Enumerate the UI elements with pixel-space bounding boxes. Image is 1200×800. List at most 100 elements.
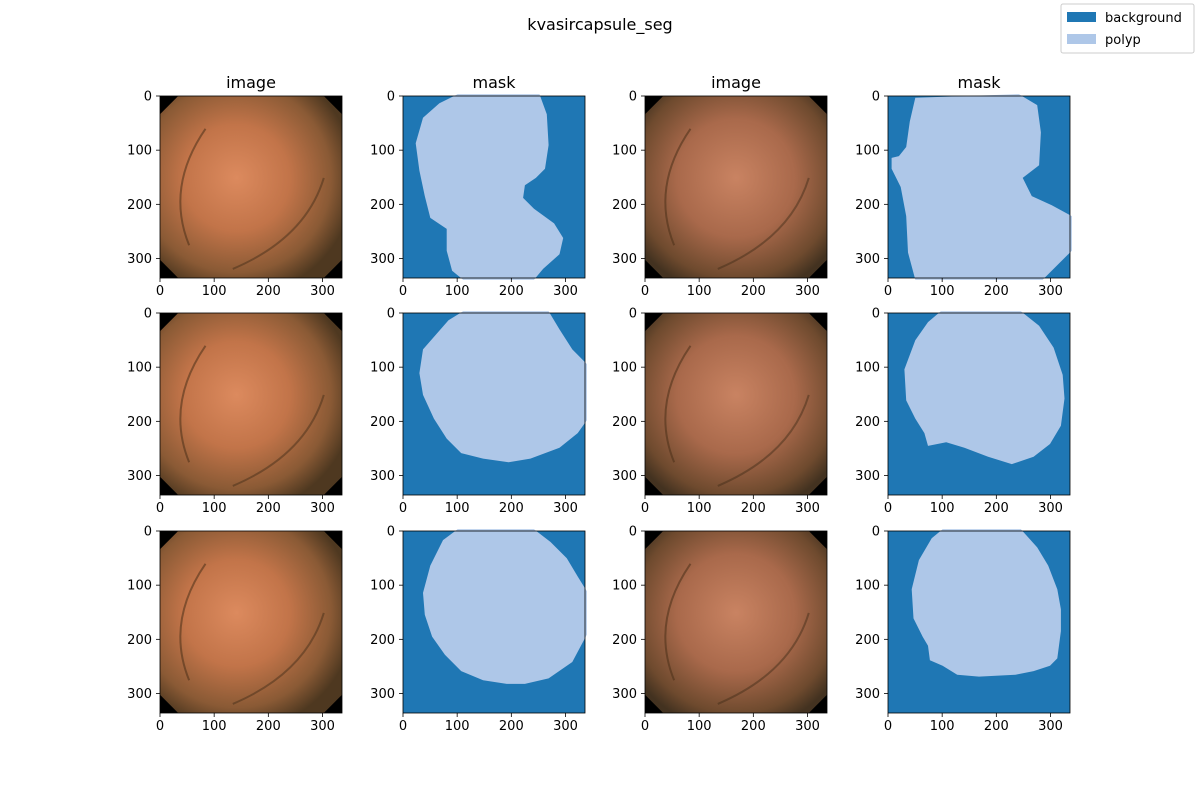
x-tick-label: 100 bbox=[445, 719, 470, 734]
x-tick-label: 300 bbox=[553, 284, 578, 299]
y-tick-label: 300 bbox=[370, 687, 395, 702]
mask-panel: 0 0 100 100 200 200 300 300 bbox=[370, 525, 587, 734]
x-tick-label: 0 bbox=[156, 719, 164, 734]
x-tick-label: 200 bbox=[984, 284, 1009, 299]
y-tick-label: 200 bbox=[855, 198, 880, 213]
axes-frame bbox=[159, 95, 343, 279]
y-tick-label: 0 bbox=[387, 90, 395, 105]
mask-panel: 0 0 100 100 200 200 300 300 bbox=[855, 90, 1072, 299]
x-tick-label: 300 bbox=[310, 501, 335, 516]
y-tick-label: 200 bbox=[370, 415, 395, 430]
tissue-fold bbox=[232, 612, 325, 705]
x-tick-label: 100 bbox=[687, 719, 712, 734]
y-tick-label: 200 bbox=[370, 198, 395, 213]
x-tick-label: 200 bbox=[256, 284, 281, 299]
x-tick-label: 200 bbox=[741, 284, 766, 299]
mask-panel: 0 0 100 100 200 200 300 300 bbox=[855, 525, 1071, 734]
y-tick-label: 300 bbox=[612, 252, 637, 267]
axes-frame bbox=[159, 530, 343, 714]
tissue-fold bbox=[717, 394, 810, 487]
image-panel: 0 0 100 100 200 200 300 300 bbox=[127, 525, 343, 734]
x-tick-label: 0 bbox=[156, 501, 164, 516]
mask-polyp-region bbox=[415, 94, 564, 280]
tissue-fold bbox=[179, 345, 207, 463]
y-tick-label: 0 bbox=[629, 90, 637, 105]
image-panel: 0 0 100 100 200 200 300 300 bbox=[612, 307, 828, 516]
x-tick-label: 100 bbox=[445, 284, 470, 299]
endoscopy-tissue bbox=[645, 313, 827, 495]
x-tick-label: 0 bbox=[399, 501, 407, 516]
mask-polyp-region bbox=[911, 529, 1061, 677]
endoscopy-tissue bbox=[645, 531, 827, 713]
mask-polyp-region bbox=[904, 311, 1065, 465]
y-tick-label: 300 bbox=[127, 252, 152, 267]
x-tick-label: 300 bbox=[1038, 501, 1063, 516]
x-tick-label: 100 bbox=[445, 501, 470, 516]
axes-frame bbox=[887, 312, 1071, 496]
y-tick-label: 300 bbox=[855, 252, 880, 267]
mask-panel: 0 0 100 100 200 200 300 300 bbox=[370, 90, 586, 299]
y-tick-label: 100 bbox=[127, 144, 152, 159]
tissue-fold bbox=[717, 612, 810, 705]
legend-swatch-background bbox=[1067, 12, 1096, 22]
x-tick-label: 200 bbox=[741, 719, 766, 734]
column-title-4: mask bbox=[958, 73, 1002, 92]
axes-frame bbox=[644, 95, 828, 279]
y-tick-label: 300 bbox=[612, 687, 637, 702]
y-tick-label: 0 bbox=[629, 307, 637, 322]
x-tick-label: 0 bbox=[884, 719, 892, 734]
y-tick-label: 100 bbox=[370, 144, 395, 159]
y-tick-label: 300 bbox=[127, 469, 152, 484]
mask-polyp-region bbox=[419, 311, 587, 463]
y-tick-label: 0 bbox=[872, 525, 880, 540]
axes-frame bbox=[887, 530, 1071, 714]
mask-polyp-region bbox=[423, 529, 587, 684]
image-panel: 0 0 100 100 200 200 300 300 bbox=[612, 90, 828, 299]
x-tick-label: 100 bbox=[687, 284, 712, 299]
y-tick-label: 0 bbox=[144, 307, 152, 322]
mask-panel: 0 0 100 100 200 200 300 300 bbox=[370, 307, 587, 516]
x-tick-label: 200 bbox=[741, 501, 766, 516]
tissue-fold bbox=[179, 128, 207, 246]
y-tick-label: 100 bbox=[855, 361, 880, 376]
endoscopy-tissue bbox=[160, 313, 342, 495]
x-tick-label: 100 bbox=[930, 501, 955, 516]
y-tick-label: 100 bbox=[612, 144, 637, 159]
y-tick-label: 300 bbox=[370, 252, 395, 267]
y-tick-label: 100 bbox=[370, 579, 395, 594]
tissue-fold bbox=[664, 563, 692, 681]
y-tick-label: 200 bbox=[370, 633, 395, 648]
y-tick-label: 0 bbox=[144, 90, 152, 105]
legend-label-polyp: polyp bbox=[1105, 33, 1141, 48]
x-tick-label: 0 bbox=[641, 719, 649, 734]
y-tick-label: 200 bbox=[127, 633, 152, 648]
endoscopy-tissue bbox=[645, 96, 827, 278]
y-tick-label: 300 bbox=[855, 687, 880, 702]
x-tick-label: 100 bbox=[202, 284, 227, 299]
x-tick-label: 100 bbox=[687, 501, 712, 516]
column-title-1: image bbox=[226, 73, 276, 92]
y-tick-label: 200 bbox=[127, 415, 152, 430]
mask-panel: 0 0 100 100 200 200 300 300 bbox=[855, 307, 1071, 516]
y-tick-label: 100 bbox=[855, 579, 880, 594]
x-tick-label: 0 bbox=[399, 284, 407, 299]
x-tick-label: 300 bbox=[1038, 719, 1063, 734]
y-tick-label: 0 bbox=[387, 307, 395, 322]
y-tick-label: 300 bbox=[370, 469, 395, 484]
column-title-3: image bbox=[711, 73, 761, 92]
x-tick-label: 200 bbox=[499, 719, 524, 734]
x-tick-label: 200 bbox=[499, 501, 524, 516]
x-tick-label: 300 bbox=[1038, 284, 1063, 299]
x-tick-label: 0 bbox=[641, 501, 649, 516]
legend: background polyp bbox=[1060, 3, 1195, 54]
x-tick-label: 300 bbox=[553, 719, 578, 734]
y-tick-label: 200 bbox=[612, 633, 637, 648]
y-tick-label: 100 bbox=[370, 361, 395, 376]
x-tick-label: 200 bbox=[256, 501, 281, 516]
y-tick-label: 0 bbox=[387, 525, 395, 540]
x-tick-label: 0 bbox=[399, 719, 407, 734]
x-tick-label: 300 bbox=[795, 719, 820, 734]
legend-label-background: background bbox=[1105, 11, 1182, 26]
y-tick-label: 300 bbox=[127, 687, 152, 702]
